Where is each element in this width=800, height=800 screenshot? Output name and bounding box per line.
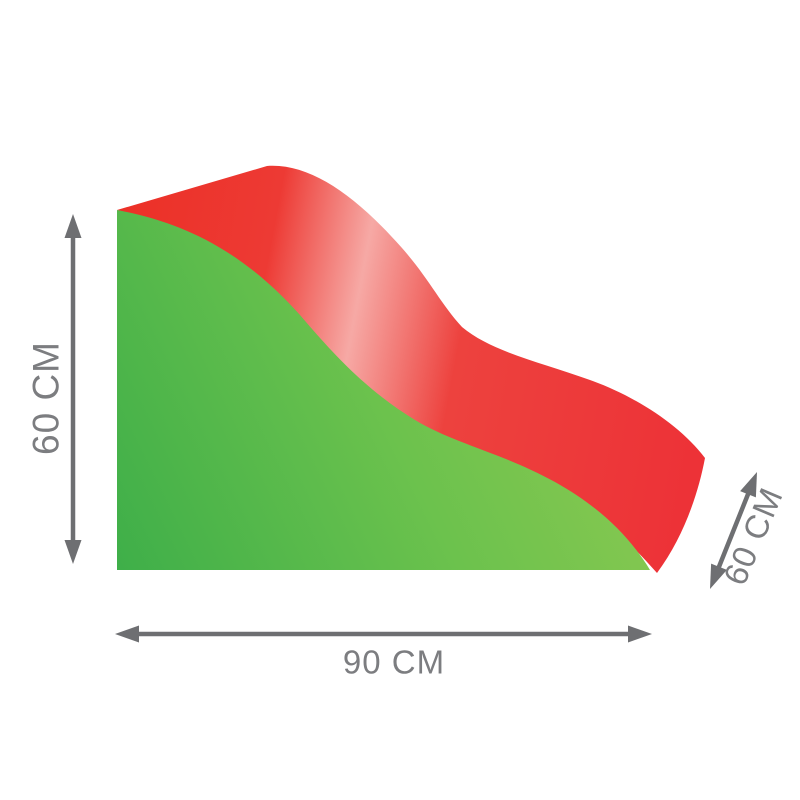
arrow-up-right-icon [740,472,757,498]
wedge-figure [117,165,705,573]
depth-dimension: 60 CM [710,472,790,591]
arrow-down-icon [64,540,82,564]
arrow-down-left-icon [710,563,727,589]
length-dimension: 90 CM [115,625,652,681]
wedge-front-face [117,210,650,570]
length-label: 90 CM [343,644,445,681]
arrow-up-icon [64,214,82,238]
arrow-right-icon [628,625,652,643]
depth-label: 60 CM [716,482,790,591]
arrow-left-icon [115,625,139,643]
wedge-top-surface [117,165,705,573]
height-label: 60 CM [26,341,67,455]
height-dimension: 60 CM [26,214,82,564]
depth-arrow-shaft [715,489,752,572]
